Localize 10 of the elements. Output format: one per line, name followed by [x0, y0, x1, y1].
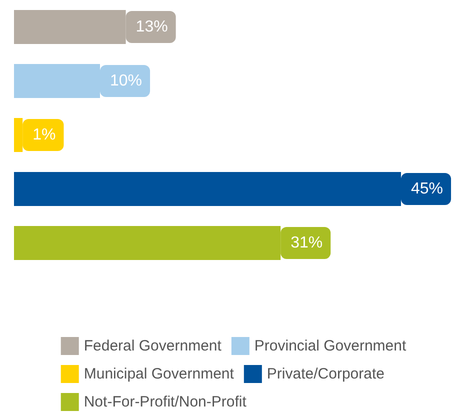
data-label: 1% — [32, 126, 56, 144]
data-label: 31% — [290, 234, 323, 252]
data-label: 45% — [411, 180, 444, 198]
legend-label: Private/Corporate — [266, 366, 384, 382]
legend-label: Provincial Government — [254, 338, 407, 354]
data-label: 10% — [110, 72, 142, 90]
data-label: 13% — [136, 18, 168, 36]
legend-label: Municipal Government — [84, 366, 235, 382]
legend-label: Not-For-Profit/Non-Profit — [84, 394, 248, 410]
legend-label: Federal Government — [84, 338, 222, 354]
